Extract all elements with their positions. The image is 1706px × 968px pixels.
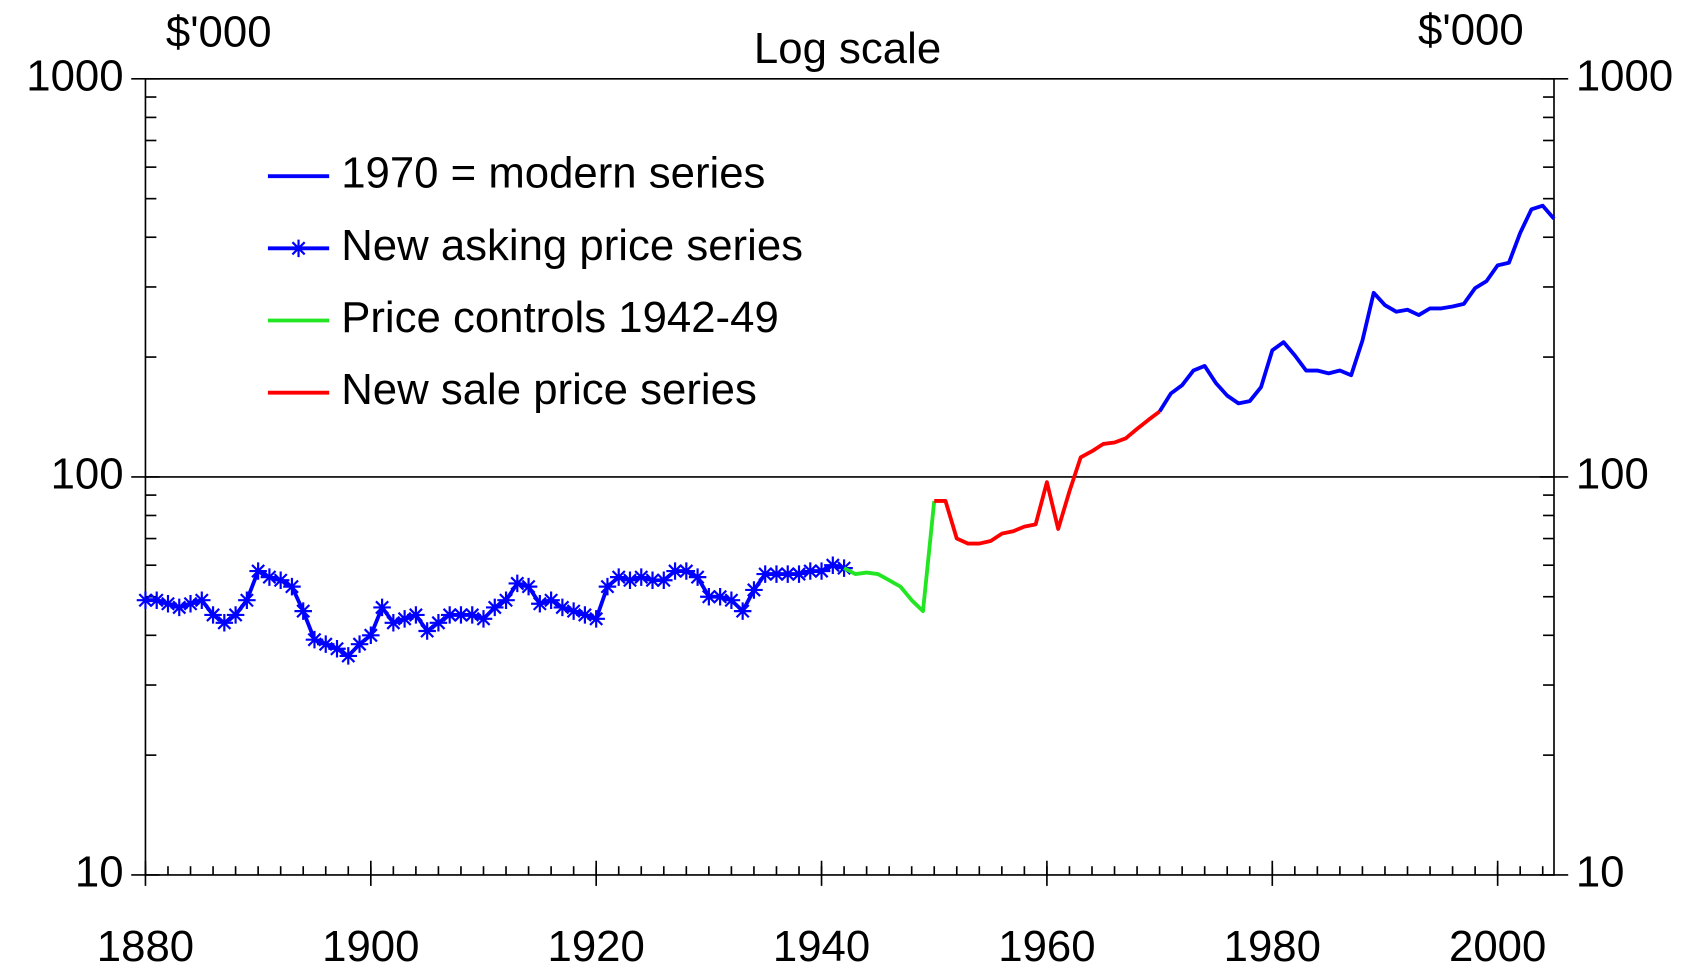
marker: [790, 565, 808, 583]
marker: [260, 568, 279, 586]
marker: [226, 606, 245, 624]
marker: [463, 606, 481, 624]
x-tick-label: 1900: [322, 922, 419, 968]
marker: [688, 568, 707, 586]
marker: [542, 591, 560, 609]
marker: [170, 598, 189, 617]
y2-tick-label: 10: [1576, 848, 1625, 897]
marker: [316, 635, 335, 653]
marker: [418, 622, 436, 640]
marker: [801, 562, 820, 580]
marker: [711, 587, 729, 606]
marker: [350, 635, 369, 653]
marker: [519, 577, 538, 596]
marker: [429, 614, 448, 632]
x-tick-label: 1920: [548, 922, 645, 968]
marker: [733, 602, 752, 620]
marker: [700, 587, 718, 606]
marker: [531, 595, 549, 613]
series-line: [1157, 203, 1556, 413]
marker: [767, 565, 786, 583]
x-tick-label: 1980: [1224, 922, 1321, 968]
marker: [497, 591, 515, 609]
marker: [294, 602, 312, 620]
marker: [643, 571, 662, 589]
marker: [576, 606, 594, 624]
marker: [756, 565, 774, 583]
marker: [395, 610, 414, 628]
legend-label: New asking price series: [341, 221, 803, 270]
marker: [384, 614, 403, 632]
marker: [440, 606, 459, 624]
marker: [249, 562, 267, 580]
marker: [339, 647, 358, 665]
marker: [362, 626, 380, 645]
marker: [181, 595, 200, 613]
y-tick-label: 10: [75, 848, 124, 897]
marker: [745, 581, 763, 599]
marker: [283, 577, 301, 596]
chart-subtitle: Log scale: [754, 24, 941, 73]
y-tick-label: 100: [51, 449, 124, 498]
marker: [238, 591, 256, 609]
series-line: [934, 409, 1161, 546]
legend-label: New sale price series: [341, 365, 757, 414]
marker: [655, 571, 673, 589]
marker: [824, 556, 842, 574]
marker: [722, 591, 741, 609]
y-axis-label: $'000: [166, 8, 272, 57]
marker: [609, 568, 628, 586]
marker: [598, 577, 617, 596]
y-tick-label: 1000: [26, 51, 123, 100]
legend-label: Price controls 1942-49: [341, 293, 779, 342]
marker: [305, 630, 324, 649]
marker: [474, 610, 493, 628]
marker: [373, 598, 391, 617]
marker: [621, 571, 639, 589]
marker: [204, 606, 222, 624]
marker: [407, 606, 425, 624]
marker: [564, 602, 583, 620]
marker: [553, 598, 572, 617]
marker: [587, 610, 605, 628]
marker: [159, 595, 177, 613]
y2-axis-label: $'000: [1418, 5, 1524, 54]
marker: [215, 614, 234, 632]
marker: [193, 591, 211, 609]
marker: [677, 562, 696, 580]
marker: [147, 591, 166, 609]
marker: [271, 571, 290, 589]
marker: [508, 574, 527, 593]
marker: [778, 565, 797, 583]
x-tick-label: 1940: [773, 922, 870, 968]
marker: [136, 591, 155, 609]
x-tick-label: 2000: [1449, 922, 1546, 968]
y2-tick-label: 1000: [1576, 51, 1673, 100]
marker: [666, 562, 684, 580]
legend-marker: [289, 239, 308, 258]
legend-label: 1970 = modern series: [341, 149, 765, 198]
marker: [812, 562, 831, 580]
marker: [486, 598, 504, 617]
marker: [328, 640, 346, 658]
marker: [632, 568, 651, 586]
x-tick-label: 1960: [998, 922, 1095, 968]
series-line: [843, 500, 937, 614]
x-tick-label: 1880: [97, 922, 194, 968]
marker: [452, 606, 470, 624]
y2-tick-label: 100: [1576, 449, 1649, 498]
